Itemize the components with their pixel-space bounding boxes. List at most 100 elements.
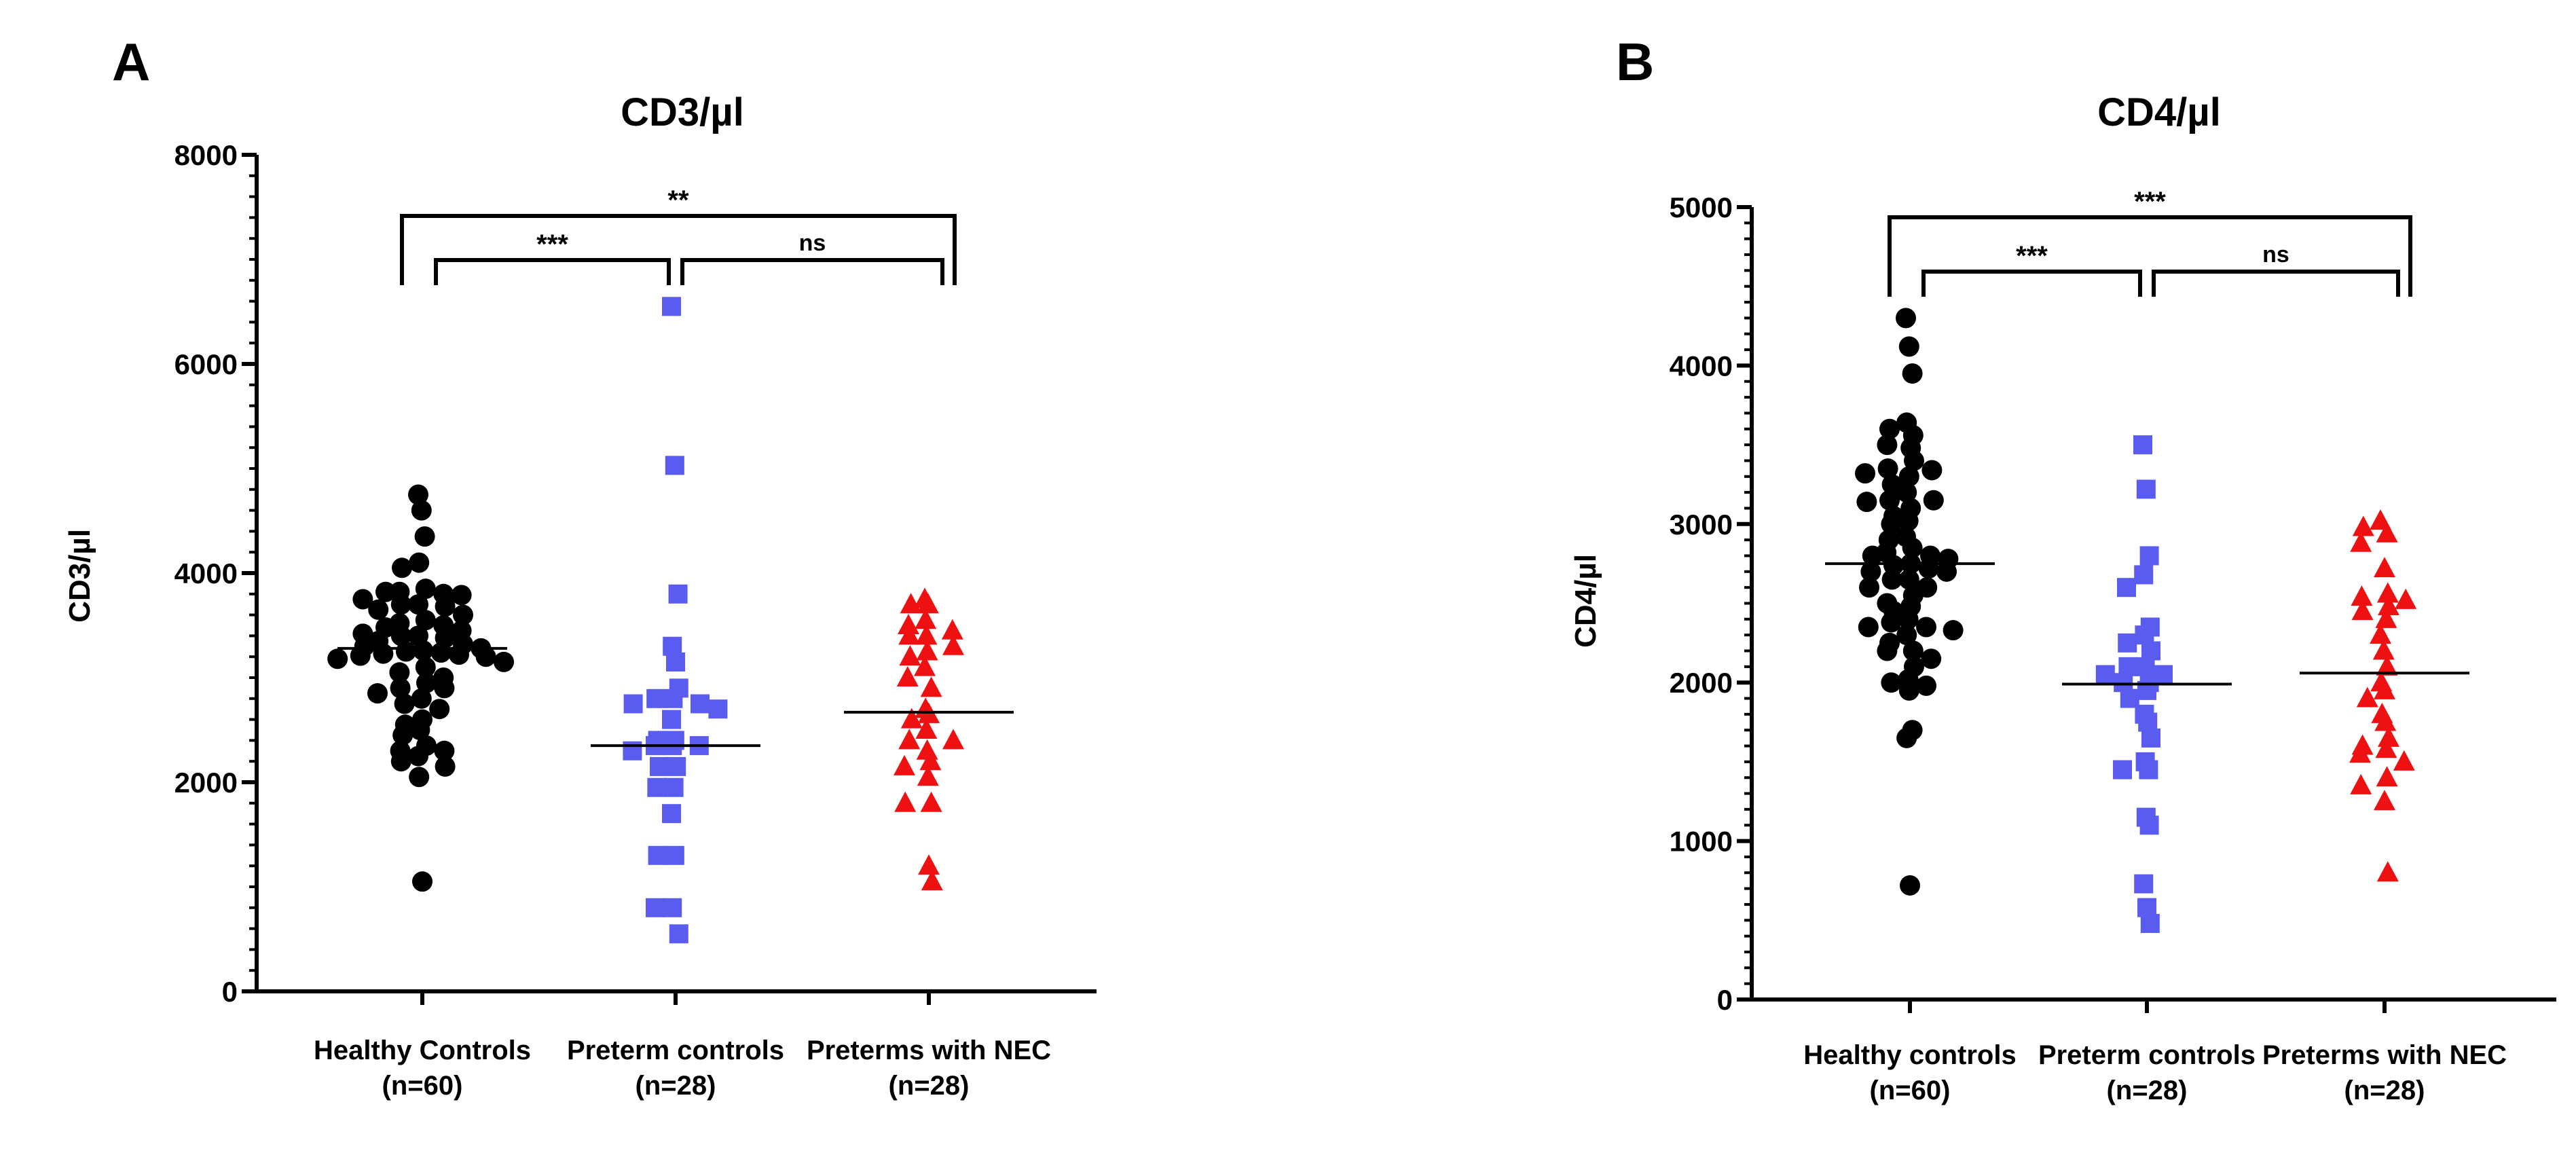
data-point-a: [394, 693, 415, 714]
category-label-b: Preterms with NEC: [2262, 1040, 2507, 1070]
data-point-a: [415, 610, 436, 631]
data-point-b: [2135, 657, 2155, 676]
data-point-b: [2374, 710, 2397, 731]
data-point-a: [918, 854, 940, 875]
data-point-b: [1902, 363, 1923, 384]
data-point-a: [665, 456, 684, 475]
data-point-a: [392, 557, 412, 579]
y-tick-label-b: 0: [1717, 984, 1733, 1016]
data-point-b: [2352, 515, 2374, 536]
data-point-a: [941, 619, 963, 640]
data-point-a: [390, 625, 411, 646]
data-point-b: [2120, 689, 2139, 708]
data-point-a: [667, 756, 686, 776]
data-point-a: [666, 652, 685, 672]
data-point-a: [409, 552, 430, 573]
data-point-a: [409, 767, 430, 788]
significance-label-b: ***: [2016, 241, 2048, 271]
data-point-b: [1855, 463, 1875, 484]
data-point-a: [915, 718, 938, 739]
category-label-a: Healthy Controls: [314, 1035, 531, 1065]
data-point-b: [1898, 511, 1919, 532]
data-point-a: [647, 777, 667, 797]
data-point-a: [898, 729, 921, 750]
y-tick-label-a: 8000: [174, 139, 238, 171]
data-point-a: [375, 581, 396, 602]
data-point-a: [917, 765, 939, 786]
significance-bracket-b: [1888, 215, 2412, 297]
data-point-a: [367, 683, 388, 704]
data-point-a: [896, 666, 919, 686]
significance-label-b: ns: [2262, 242, 2289, 268]
data-point-a: [650, 756, 669, 776]
data-point-a: [392, 725, 413, 746]
data-point-b: [2139, 546, 2159, 566]
significance-label-a: ns: [799, 230, 826, 256]
data-point-b: [1877, 640, 1898, 661]
data-point-a: [408, 594, 428, 615]
data-point-b: [1881, 513, 1902, 534]
data-point-a: [389, 662, 410, 683]
data-point-b: [1902, 537, 1923, 558]
y-tick-label-b: 2000: [1670, 667, 1733, 699]
y-tick-label-a: 0: [222, 976, 238, 1008]
data-point-a: [327, 648, 348, 670]
data-point-b: [2356, 686, 2378, 708]
data-point-b: [1900, 875, 1920, 896]
data-point-b: [2370, 623, 2391, 644]
data-point-b: [1902, 640, 1924, 661]
data-point-a: [663, 898, 682, 917]
data-point-b: [1860, 561, 1881, 582]
data-point-b: [2114, 673, 2133, 693]
data-point-b: [1856, 492, 1877, 513]
data-point-a: [434, 678, 455, 699]
data-point-b: [2134, 874, 2154, 894]
panel-letter-b: B: [1616, 32, 1654, 92]
data-point-a: [920, 676, 942, 697]
significance-bracket-b: [1921, 270, 2142, 297]
category-count-b: (n=28): [2344, 1076, 2425, 1105]
data-point-a: [373, 643, 394, 664]
data-point-b: [2376, 521, 2398, 543]
significance-label-a: ***: [536, 230, 568, 259]
data-point-a: [662, 804, 681, 824]
data-point-b: [1943, 620, 1964, 641]
data-point-b: [2113, 760, 2132, 780]
data-point-a: [898, 624, 921, 645]
significance-bracket-b: [2152, 270, 2400, 297]
data-point-a: [415, 579, 436, 600]
data-point-a: [898, 614, 919, 634]
significance-label-a: **: [667, 185, 689, 215]
data-point-b: [2117, 578, 2136, 598]
y-tick-label-a: 6000: [174, 348, 238, 380]
data-point-b: [2350, 773, 2372, 794]
data-point-b: [2139, 815, 2159, 835]
data-point-a: [664, 777, 684, 797]
data-point-b: [2376, 861, 2399, 882]
category-label-a: Preterm controls: [567, 1035, 784, 1065]
data-point-b: [2133, 435, 2152, 455]
data-point-a: [430, 642, 452, 663]
data-point-a: [434, 740, 455, 761]
data-point-a: [623, 741, 642, 760]
significance-bracket-a: [680, 258, 944, 285]
data-point-b: [2374, 790, 2395, 811]
data-point-a: [900, 708, 923, 729]
significance-bracket-a: [434, 258, 671, 285]
data-point-a: [411, 500, 432, 521]
data-point-b: [2374, 557, 2395, 578]
data-point-a: [413, 640, 434, 661]
data-point-b: [2137, 898, 2156, 917]
data-point-b: [2378, 595, 2399, 616]
y-tick-label-b: 3000: [1670, 509, 1733, 540]
chart-title-a: CD3/µl: [621, 90, 744, 134]
data-point-b: [2349, 742, 2371, 763]
data-point-a: [429, 699, 450, 720]
data-point-b: [1877, 458, 1898, 479]
data-point-a: [894, 754, 915, 775]
data-point-a: [494, 651, 514, 672]
data-point-a: [414, 526, 435, 547]
category-label-a: Preterms with NEC: [807, 1035, 1051, 1065]
panel-b: B CD4/µl CD4/µl 0 1000 2000 3000 4000 5000 Hea…: [1569, 32, 2556, 1105]
